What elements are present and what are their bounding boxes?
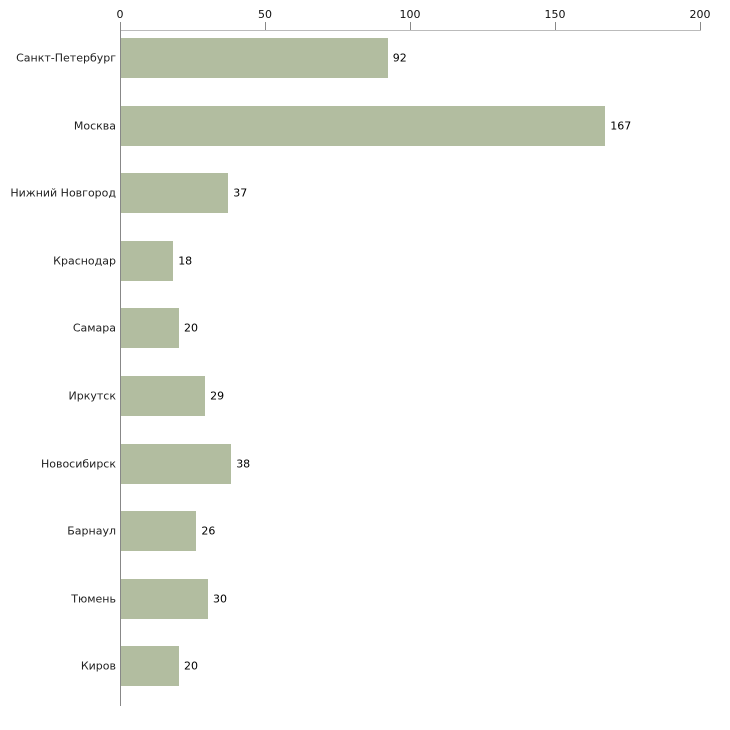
x-tick-label: 50: [258, 8, 272, 21]
value-label: 30: [213, 592, 227, 606]
bar: [121, 308, 179, 349]
value-label: 92: [392, 51, 407, 65]
y-axis-label: Новосибирск: [40, 457, 116, 471]
value-label: 167: [610, 119, 632, 133]
bar-row: Самара 20: [0, 308, 730, 349]
bar-row: Киров 20: [0, 646, 730, 687]
y-axis-label: Москва: [73, 119, 116, 133]
x-tick-label: 200: [689, 8, 711, 21]
bar-row: Краснодар 18: [0, 240, 730, 281]
bar: [121, 511, 197, 552]
bar: [121, 38, 388, 78]
bar: [121, 105, 606, 146]
x-tick-mark: [265, 22, 266, 30]
bar: [121, 443, 232, 484]
bar-row: Санкт-Петербург 92: [0, 38, 730, 78]
value-label: 37: [233, 186, 248, 200]
y-axis-label: Киров: [80, 659, 116, 673]
x-tick-mark: [410, 22, 411, 30]
x-tick-label: 150: [544, 8, 566, 21]
bar-row: Москва 167: [0, 105, 730, 146]
y-axis-label: Барнаул: [67, 524, 116, 538]
x-axis-line: [120, 30, 701, 31]
bar: [121, 173, 229, 214]
y-axis-label: Иркутск: [68, 389, 116, 403]
value-label: 18: [178, 254, 193, 268]
y-axis-label: Санкт-Петербург: [16, 51, 116, 65]
x-tick-label: 100: [399, 8, 421, 21]
y-axis-label: Краснодар: [53, 254, 116, 268]
y-axis-label: Нижний Новгород: [10, 186, 116, 200]
y-axis-line: [120, 30, 121, 706]
x-tick-mark: [555, 22, 556, 30]
bar-row: Тюмень 30: [0, 578, 730, 619]
value-label: 29: [210, 389, 225, 403]
y-axis-label: Тюмень: [71, 592, 116, 606]
x-tick-mark: [120, 22, 121, 30]
bar: [121, 578, 208, 619]
bar: [121, 646, 179, 687]
bar-row: Иркутск 29: [0, 376, 730, 416]
value-label: 26: [201, 524, 216, 538]
bar: [121, 240, 174, 281]
value-label: 38: [236, 457, 251, 471]
bar-row: Барнаул 26: [0, 511, 730, 552]
y-axis-label: Самара: [72, 321, 116, 335]
x-tick-mark: [700, 22, 701, 30]
value-label: 20: [184, 321, 198, 335]
value-label: 20: [184, 659, 198, 673]
bar: [121, 376, 206, 416]
bar-row: Нижний Новгород 37: [0, 173, 730, 214]
x-tick-label: 0: [116, 8, 124, 21]
bar-row: Новосибирск 38: [0, 443, 730, 484]
